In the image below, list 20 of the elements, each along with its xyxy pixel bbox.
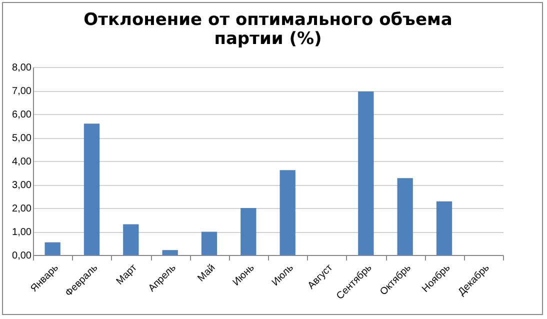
y-tick-label: 4,00 — [12, 156, 32, 168]
bar — [240, 208, 256, 255]
y-tick-label: 3,00 — [12, 180, 32, 191]
bar — [84, 124, 100, 255]
bar — [162, 250, 178, 255]
bar — [358, 91, 374, 255]
y-tick-label: 1,00 — [12, 227, 32, 238]
y-tick-label: 8,00 — [12, 62, 32, 74]
y-tick-label: 7,00 — [12, 86, 32, 97]
y-tick-label: 5,00 — [12, 133, 32, 144]
y-tick-label: 6,00 — [12, 110, 32, 120]
y-tick-label: 0,00 — [12, 250, 32, 262]
y-tick-label: 2,00 — [12, 204, 32, 214]
bar — [123, 224, 139, 255]
bar — [436, 201, 452, 255]
bar — [44, 242, 60, 255]
chart-title: Отклонение от оптимального объема партии (%) — [84, 10, 452, 49]
bar — [397, 178, 413, 255]
bar — [201, 232, 218, 255]
bar — [280, 170, 296, 255]
